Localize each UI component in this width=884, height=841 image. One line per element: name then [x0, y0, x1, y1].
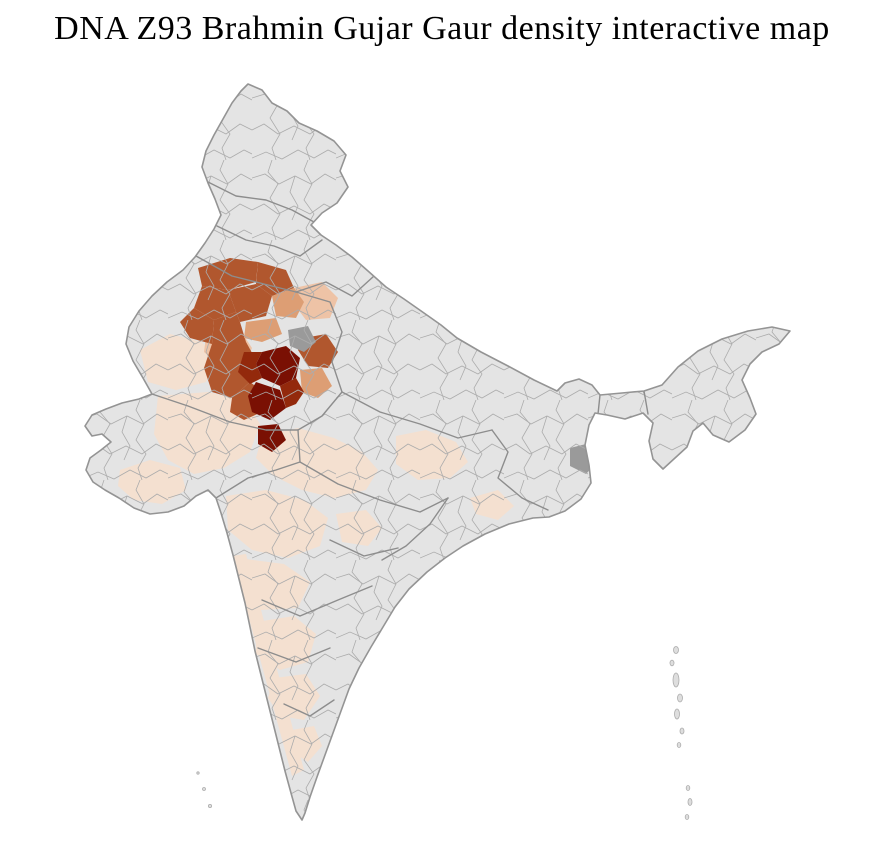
state-border-line [299, 461, 449, 513]
state-border-line [261, 585, 373, 617]
state-border-line [145, 391, 299, 431]
state-border-line [643, 390, 649, 415]
state-border-line [341, 391, 493, 439]
island[interactable] [672, 672, 680, 688]
island[interactable] [673, 646, 679, 654]
state-borders-group [145, 179, 649, 717]
island[interactable] [676, 742, 682, 748]
andaman-nicobar-islands[interactable] [669, 646, 693, 820]
state-border-line [295, 291, 343, 431]
state-border-line [215, 429, 301, 499]
island[interactable] [207, 804, 212, 809]
island[interactable] [679, 727, 685, 735]
state-border-line [257, 647, 331, 663]
page-title: DNA Z93 Brahmin Gujar Gaur density inter… [54, 10, 830, 47]
state-border-line [491, 429, 549, 511]
state-border-line [283, 699, 335, 717]
island[interactable] [669, 659, 675, 667]
state-border-line [195, 255, 297, 293]
island[interactable] [677, 693, 683, 703]
mainland-group [85, 84, 790, 820]
island[interactable] [685, 785, 691, 791]
state-border-line [381, 497, 449, 561]
state-border-line [216, 225, 323, 257]
island[interactable] [196, 771, 200, 775]
lakshadweep-islands[interactable] [196, 771, 212, 809]
state-border-line [203, 179, 315, 223]
state-border-line [597, 394, 601, 415]
island[interactable] [674, 708, 680, 720]
island[interactable] [202, 787, 206, 791]
island[interactable] [684, 814, 690, 820]
district-boundaries-overlay [85, 84, 790, 820]
state-border-line [295, 275, 375, 297]
island[interactable] [687, 798, 693, 806]
state-border-line [329, 539, 399, 557]
